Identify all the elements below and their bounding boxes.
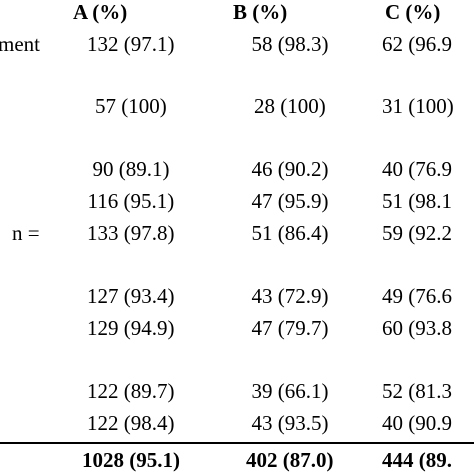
cell: 31 (100) [382, 94, 454, 118]
cell: 52 (81.3 [382, 379, 452, 403]
cell: 47 (95.9) [251, 189, 329, 213]
column-header: B (%) [233, 0, 288, 24]
cell: 59 (92.2 [382, 221, 452, 245]
cell: 49 (76.6 [382, 284, 452, 308]
cell: 40 (90.9 [382, 411, 452, 435]
cell: 132 (97.1) [87, 32, 175, 56]
cell: 57 (100) [95, 94, 167, 118]
total-cell: 1028 (95.1) [82, 448, 180, 472]
total-cell: 444 (89. [382, 448, 452, 472]
cell: 122 (98.4) [87, 411, 175, 435]
column-header: C (%) [385, 0, 441, 24]
cell: 90 (89.1) [92, 157, 170, 181]
cell: 51 (98.1 [382, 189, 452, 213]
cell: 122 (89.7) [87, 379, 175, 403]
row-label: ment [0, 32, 40, 56]
cell: 62 (96.9 [382, 32, 452, 56]
cell: 43 (72.9) [251, 284, 329, 308]
cell: 40 (76.9 [382, 157, 452, 181]
cell: 46 (90.2) [251, 157, 329, 181]
cell: 58 (98.3) [251, 32, 329, 56]
cell: 127 (93.4) [87, 284, 175, 308]
total-rule [0, 442, 474, 444]
cell: 39 (66.1) [251, 379, 329, 403]
row-label: n = [12, 221, 40, 245]
cell: 43 (93.5) [251, 411, 329, 435]
cell: 129 (94.9) [87, 316, 175, 340]
cell: 116 (95.1) [87, 189, 175, 213]
cell: 47 (79.7) [251, 316, 329, 340]
column-header: A (%) [73, 0, 128, 24]
cell: 60 (93.8 [382, 316, 452, 340]
total-cell: 402 (87.0) [246, 448, 334, 472]
cell: 51 (86.4) [251, 221, 329, 245]
cell: 28 (100) [254, 94, 326, 118]
cell: 133 (97.8) [87, 221, 175, 245]
